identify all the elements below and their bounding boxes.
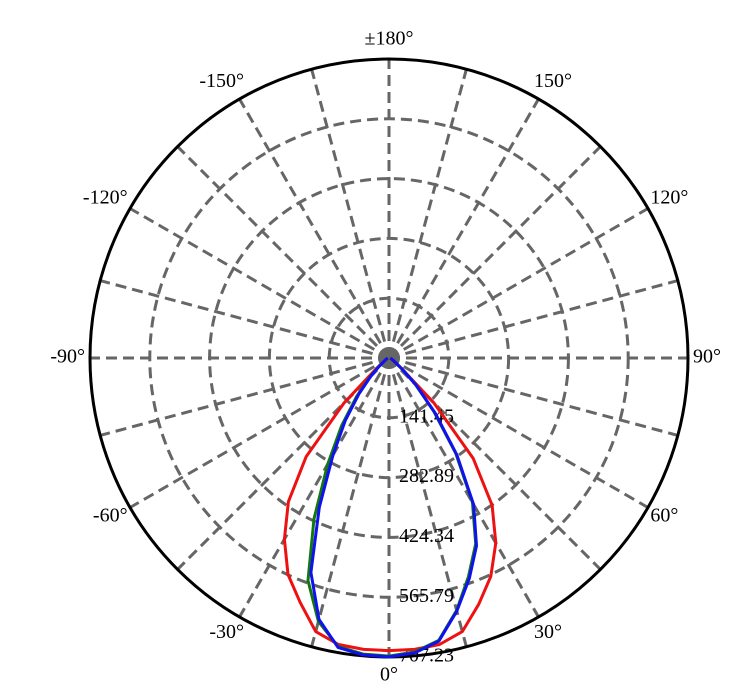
- angle-grid-line: [387, 145, 602, 360]
- angle-label: 60°: [650, 505, 678, 527]
- angle-grid-line: [129, 356, 390, 509]
- angle-grid-line: [176, 145, 391, 360]
- angle-label: -120°: [83, 187, 128, 209]
- angle-grid-line: [387, 68, 468, 359]
- angle-grid-line: [310, 68, 391, 359]
- radial-label: 141.45: [399, 405, 454, 427]
- angle-grid-line: [310, 357, 391, 648]
- intensity-curve: [309, 356, 478, 659]
- angle-grid-line: [99, 279, 390, 360]
- radial-grid-circle: [267, 236, 511, 480]
- angle-grid-line: [238, 98, 391, 359]
- angle-label: 0°: [380, 664, 398, 686]
- angle-label: -30°: [209, 621, 244, 643]
- angle-label: -150°: [199, 70, 244, 92]
- angle-label: -90°: [50, 346, 85, 368]
- angle-grid-line: [238, 357, 391, 618]
- angle-grid-line: [388, 279, 679, 360]
- angle-grid-line: [387, 357, 540, 618]
- intensity-curve: [282, 357, 498, 653]
- angle-label: 30°: [534, 621, 562, 643]
- radial-label: 565.79: [399, 585, 454, 607]
- radial-label: 282.89: [399, 465, 454, 487]
- radial-grid-circle: [148, 117, 630, 599]
- angle-label: ±180°: [365, 28, 414, 50]
- angle-label: 120°: [650, 187, 688, 209]
- radial-grid-circle: [327, 296, 451, 420]
- angle-grid-line: [129, 207, 390, 360]
- radial-label: 424.34: [399, 525, 454, 547]
- angle-label: 90°: [693, 346, 721, 368]
- radial-grid-circle: [208, 177, 570, 539]
- angle-label: 150°: [534, 70, 572, 92]
- angle-grid-line: [388, 207, 649, 360]
- intensity-curve: [306, 356, 478, 658]
- angle-label: -60°: [93, 505, 128, 527]
- angle-grid-line: [387, 98, 540, 359]
